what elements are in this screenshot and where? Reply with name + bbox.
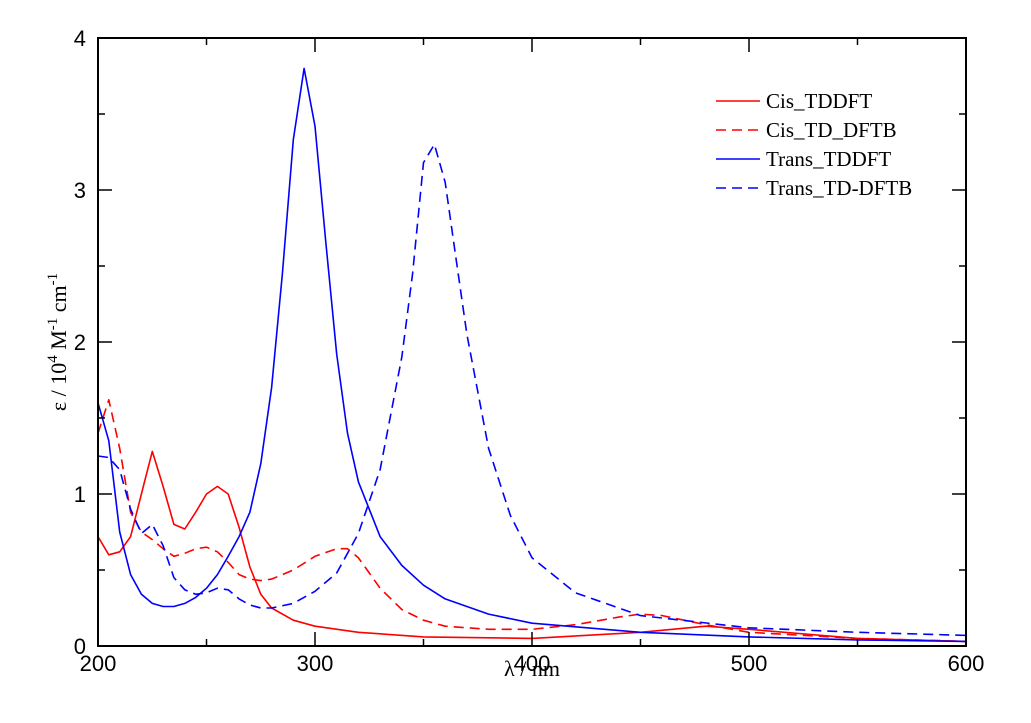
y-axis-title: ε / 104 M-1 cm-1 <box>45 273 71 411</box>
legend: Cis_TDDFT Cis_TD_DFTB Trans_TDDFT Trans_TD-… <box>716 89 912 200</box>
y-tick-label: 3 <box>74 178 86 203</box>
series-line-trans-td-dftb <box>97 143 967 637</box>
series-line-trans-tddft <box>97 67 967 643</box>
y-axis-title-superscript: -1 <box>45 273 61 286</box>
y-tick-label: 4 <box>74 26 86 51</box>
y-axis-title-part: M <box>46 330 71 355</box>
y-axis-title-part: cm <box>46 285 71 317</box>
legend-label: Trans_TDDFT <box>766 147 891 171</box>
legend-label: Cis_TDDFT <box>766 89 872 113</box>
y-axis-title-superscript: 4 <box>45 355 61 363</box>
x-tick-label: 300 <box>297 651 334 676</box>
y-tick-label: 1 <box>74 482 86 507</box>
series-line-cis-tddft <box>97 450 967 643</box>
y-axis-title-part: ε / 10 <box>46 363 71 411</box>
x-tick-label: 200 <box>80 651 117 676</box>
series-layer <box>97 67 967 643</box>
x-tick-label: 400 <box>514 651 551 676</box>
x-axis-title: λ / nm <box>504 656 560 681</box>
y-tick-label: 0 <box>74 634 86 659</box>
ticks-layer <box>97 37 967 647</box>
tick-labels: 200 300 400 500 600 0 1 2 3 4 <box>74 26 985 676</box>
legend-label: Trans_TD-DFTB <box>766 176 912 200</box>
series-line-cis-td-dftb <box>97 399 967 643</box>
y-axis-title-superscript: -1 <box>45 318 61 331</box>
y-tick-label: 2 <box>74 330 86 355</box>
x-tick-label: 600 <box>948 651 985 676</box>
legend-label: Cis_TD_DFTB <box>766 118 897 142</box>
x-tick-label: 500 <box>731 651 768 676</box>
